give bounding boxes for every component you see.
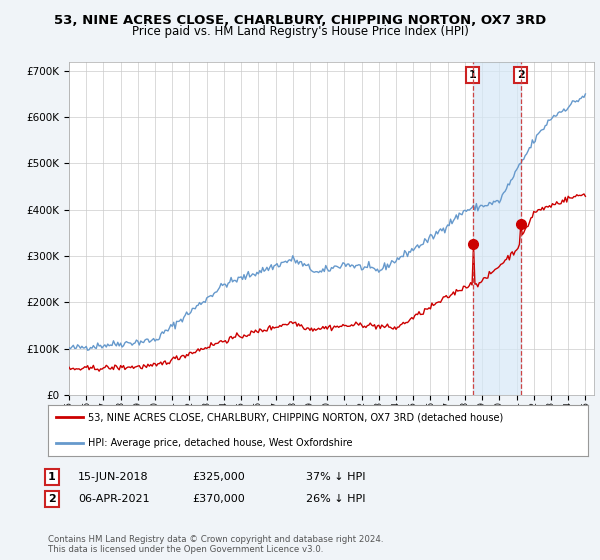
Text: 1: 1 [48, 472, 56, 482]
Text: 37% ↓ HPI: 37% ↓ HPI [306, 472, 365, 482]
Text: 53, NINE ACRES CLOSE, CHARLBURY, CHIPPING NORTON, OX7 3RD (detached house): 53, NINE ACRES CLOSE, CHARLBURY, CHIPPIN… [89, 412, 504, 422]
Text: £325,000: £325,000 [192, 472, 245, 482]
Text: Price paid vs. HM Land Registry's House Price Index (HPI): Price paid vs. HM Land Registry's House … [131, 25, 469, 38]
Text: 1: 1 [469, 70, 476, 80]
Text: HPI: Average price, detached house, West Oxfordshire: HPI: Average price, detached house, West… [89, 438, 353, 448]
Text: 2: 2 [517, 70, 525, 80]
Text: Contains HM Land Registry data © Crown copyright and database right 2024.
This d: Contains HM Land Registry data © Crown c… [48, 535, 383, 554]
Text: 26% ↓ HPI: 26% ↓ HPI [306, 494, 365, 504]
Bar [473, 62, 521, 395]
Text: 06-APR-2021: 06-APR-2021 [78, 494, 149, 504]
Text: 2: 2 [48, 494, 56, 504]
Text: 15-JUN-2018: 15-JUN-2018 [78, 472, 149, 482]
Text: £370,000: £370,000 [192, 494, 245, 504]
Text: 53, NINE ACRES CLOSE, CHARLBURY, CHIPPING NORTON, OX7 3RD: 53, NINE ACRES CLOSE, CHARLBURY, CHIPPIN… [54, 14, 546, 27]
